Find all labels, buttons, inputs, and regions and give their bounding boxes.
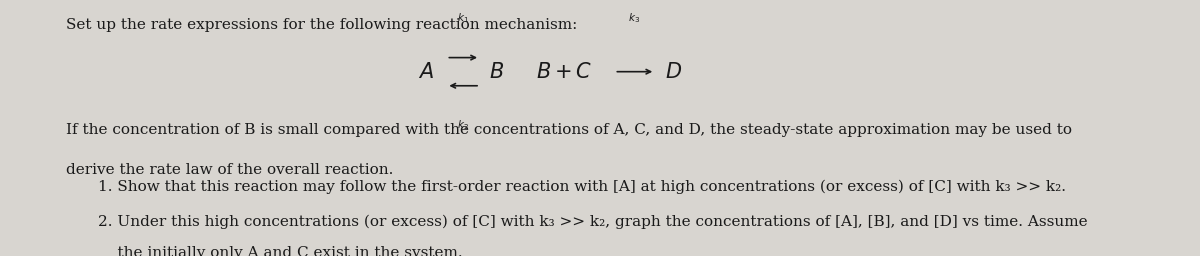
Text: $\mathit{B} + \mathit{C}$: $\mathit{B} + \mathit{C}$ <box>535 62 593 82</box>
Text: If the concentration of B is small compared with the concentrations of A, C, and: If the concentration of B is small compa… <box>66 123 1072 137</box>
Text: $\mathit{A}$: $\mathit{A}$ <box>418 62 434 82</box>
Text: $k_3$: $k_3$ <box>628 11 640 25</box>
Text: the initially only A and C exist in the system.: the initially only A and C exist in the … <box>98 246 463 256</box>
Text: $k_2$: $k_2$ <box>457 119 469 132</box>
Text: 2. Under this high concentrations (or excess) of [C] with k₃ >> k₂, graph the co: 2. Under this high concentrations (or ex… <box>98 215 1088 229</box>
Text: Set up the rate expressions for the following reaction mechanism:: Set up the rate expressions for the foll… <box>66 18 577 32</box>
Text: $\mathit{D}$: $\mathit{D}$ <box>665 62 682 82</box>
Text: $k_1$: $k_1$ <box>457 11 469 25</box>
Text: $\mathit{B}$: $\mathit{B}$ <box>490 62 504 82</box>
Text: 1. Show that this reaction may follow the first-order reaction with [A] at high : 1. Show that this reaction may follow th… <box>98 179 1067 194</box>
Text: derive the rate law of the overall reaction.: derive the rate law of the overall react… <box>66 163 394 177</box>
